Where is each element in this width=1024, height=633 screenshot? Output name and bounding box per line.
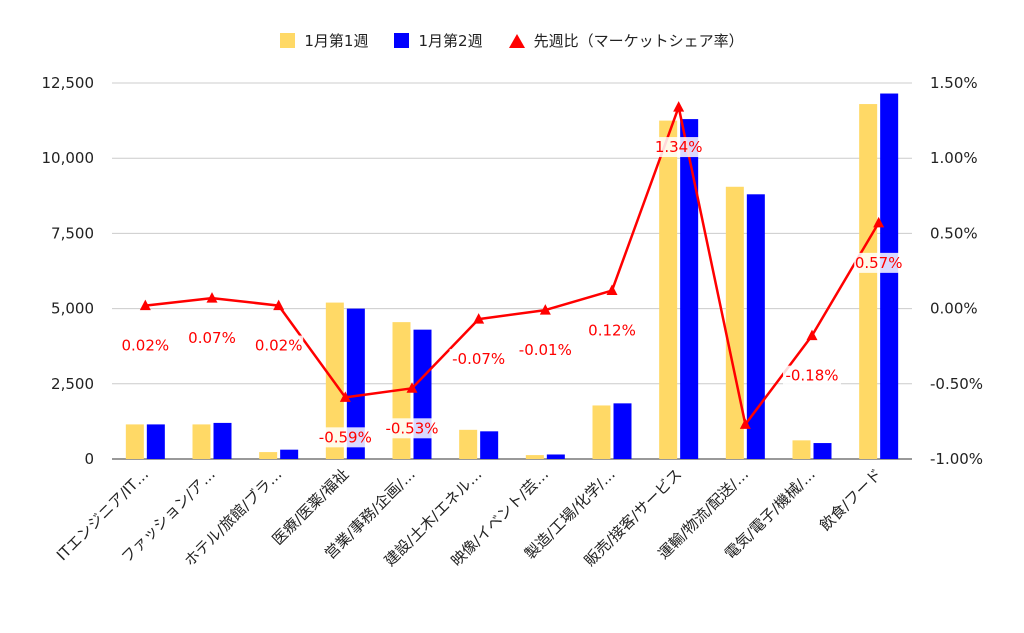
share-marker <box>806 329 818 341</box>
y2-tick-label: -1.00% <box>930 450 983 468</box>
share-marker <box>139 299 151 311</box>
data-label: 0.12% <box>588 322 636 340</box>
data-label-bg <box>383 418 441 439</box>
y2-tick-label: 1.50% <box>930 74 978 92</box>
data-label: 0.02% <box>122 337 170 355</box>
data-label: 0.07% <box>188 329 236 347</box>
bar-week1 <box>859 104 878 459</box>
bar-week2 <box>813 443 832 459</box>
bar-week2 <box>346 308 365 459</box>
bar-week1 <box>192 424 211 459</box>
data-label: -0.07% <box>452 350 505 368</box>
bar-week1 <box>725 186 744 459</box>
data-label-bg <box>449 349 508 370</box>
legend: 1月第1週 1月第2週 先週比（マーケットシェア率） <box>0 30 1024 51</box>
y-tick-label: 12,500 <box>42 74 95 92</box>
data-label-bg <box>516 340 575 361</box>
legend-label-share: 先週比（マーケットシェア率） <box>533 32 744 50</box>
share-marker <box>673 101 685 112</box>
bar-week1 <box>125 424 144 459</box>
bar-week1 <box>525 455 544 459</box>
y2-tick-label: 0.50% <box>930 224 978 242</box>
data-label-bg <box>316 427 375 448</box>
legend-item-week1[interactable]: 1月第1週 <box>280 30 368 51</box>
y-tick-label: 7,500 <box>51 224 94 242</box>
triangle-icon <box>508 33 525 48</box>
bar-week2 <box>280 449 299 459</box>
bar-week2 <box>480 431 499 459</box>
legend-item-week2[interactable]: 1月第2週 <box>394 30 483 51</box>
data-label-bg <box>654 137 704 158</box>
bar-week2 <box>880 93 899 459</box>
share-marker <box>739 418 751 429</box>
data-label: -0.59% <box>319 428 372 446</box>
share-marker <box>339 391 351 402</box>
share-marker <box>539 304 551 315</box>
x-tick-label: 飲食/フード <box>816 465 885 534</box>
share-marker <box>606 284 618 296</box>
data-label: 0.02% <box>255 337 303 355</box>
bar-week1 <box>659 120 678 459</box>
data-label: 1.34% <box>655 138 703 156</box>
legend-swatch-week2 <box>394 33 410 48</box>
share-line <box>145 105 880 426</box>
bar-week1 <box>792 440 811 459</box>
legend-swatch-week1 <box>280 33 296 48</box>
bar-week2 <box>146 424 165 459</box>
y-tick-label: 2,500 <box>51 375 94 393</box>
y-tick-label: 10,000 <box>42 149 95 167</box>
share-marker <box>273 299 285 311</box>
legend-item-share[interactable]: 先週比（マーケットシェア率） <box>508 30 744 51</box>
y2-tick-label: 0.00% <box>930 300 978 318</box>
bar-week2 <box>746 194 765 459</box>
share-marker <box>873 216 885 228</box>
data-label-bg <box>587 320 637 341</box>
bar-week1 <box>592 405 611 459</box>
data-label: 0.57% <box>855 254 903 272</box>
y2-tick-label: -0.50% <box>930 375 983 393</box>
data-label-bg <box>254 335 304 356</box>
data-label: -0.01% <box>519 341 572 359</box>
y-tick-label: 5,000 <box>51 300 94 318</box>
legend-label-week1: 1月第1週 <box>304 32 369 50</box>
share-marker <box>406 382 418 393</box>
share-marker <box>473 313 485 324</box>
data-label-bg <box>783 365 841 386</box>
bar-week1 <box>459 429 478 459</box>
data-label-bg <box>187 328 237 349</box>
legend-label-week2: 1月第2週 <box>418 32 483 50</box>
data-label: -0.53% <box>385 419 438 437</box>
bar-week1 <box>259 452 278 459</box>
y-tick-label: 0 <box>84 450 94 468</box>
bar-week2 <box>680 119 699 459</box>
data-label-bg <box>120 335 170 356</box>
bar-week2 <box>413 329 432 459</box>
bar-week2 <box>546 454 565 459</box>
share-marker <box>206 292 218 303</box>
y2-tick-label: 1.00% <box>930 149 978 167</box>
data-label-bg <box>854 252 904 273</box>
bar-week2 <box>613 403 632 459</box>
bar-week2 <box>213 422 232 459</box>
data-label: -0.18% <box>785 367 838 385</box>
